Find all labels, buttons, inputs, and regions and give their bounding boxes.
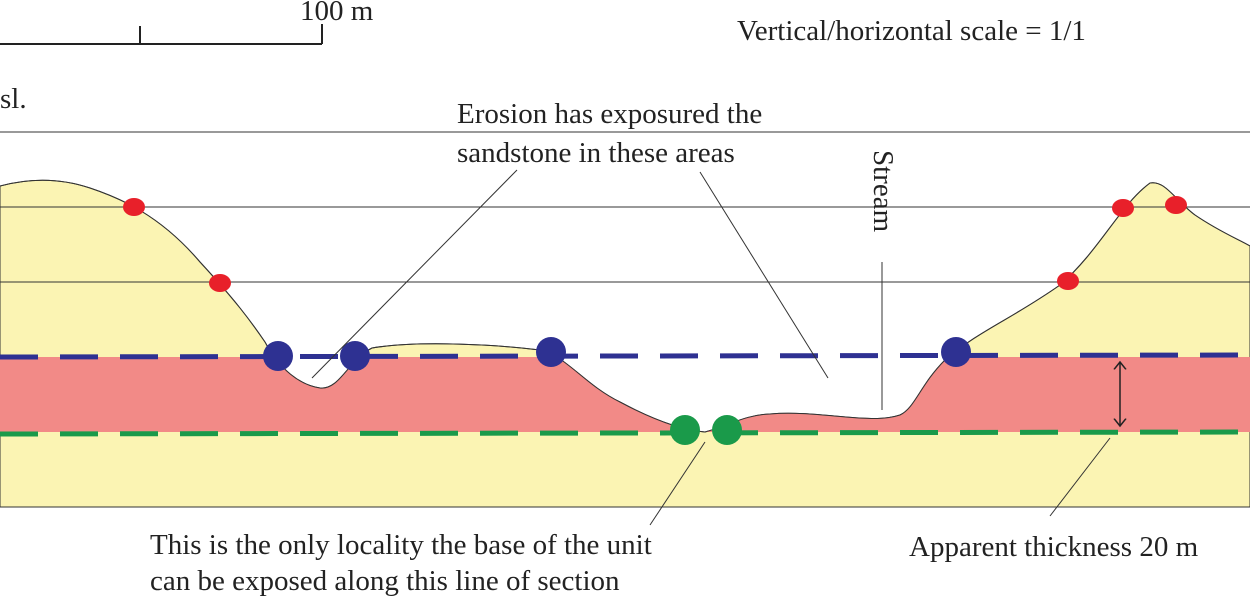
annotation: can be exposed along this line of sectio… [150, 565, 620, 597]
leader-line [1049, 437, 1111, 517]
sandstone-unit [0, 357, 1250, 432]
geology [0, 131, 1250, 508]
scale-line [0, 24, 323, 45]
point [340, 341, 370, 371]
terrain [0, 179, 1250, 508]
point [941, 337, 971, 367]
surface-line [0, 179, 1250, 433]
point [263, 341, 293, 371]
top-contact [0, 352, 1250, 360]
point [1112, 199, 1134, 217]
point [209, 274, 231, 292]
leader-line [311, 169, 518, 379]
point [1057, 272, 1079, 290]
blue-points [263, 337, 971, 371]
scale-note: Vertical/horizontal scale = 1/1 [737, 15, 1086, 47]
scale-bar: 100 m [0, 0, 374, 45]
leader-line [699, 171, 829, 379]
point [670, 415, 700, 445]
annotation: Erosion has exposured the [457, 98, 762, 130]
annotation: This is the only locality the base of th… [150, 529, 652, 561]
annotation: Apparent thickness 20 m [909, 531, 1199, 563]
axis-label: sl. [0, 83, 27, 115]
point [536, 337, 566, 367]
point [123, 198, 145, 216]
point [712, 415, 742, 445]
red-points [123, 196, 1187, 292]
green-points [670, 415, 742, 445]
stream-label: Stream [867, 150, 899, 233]
point [1165, 196, 1187, 214]
base-contact [0, 429, 1250, 437]
scale-label: 100 m [300, 0, 374, 27]
annotation: sandstone in these areas [457, 137, 735, 169]
leader-line [649, 441, 706, 526]
